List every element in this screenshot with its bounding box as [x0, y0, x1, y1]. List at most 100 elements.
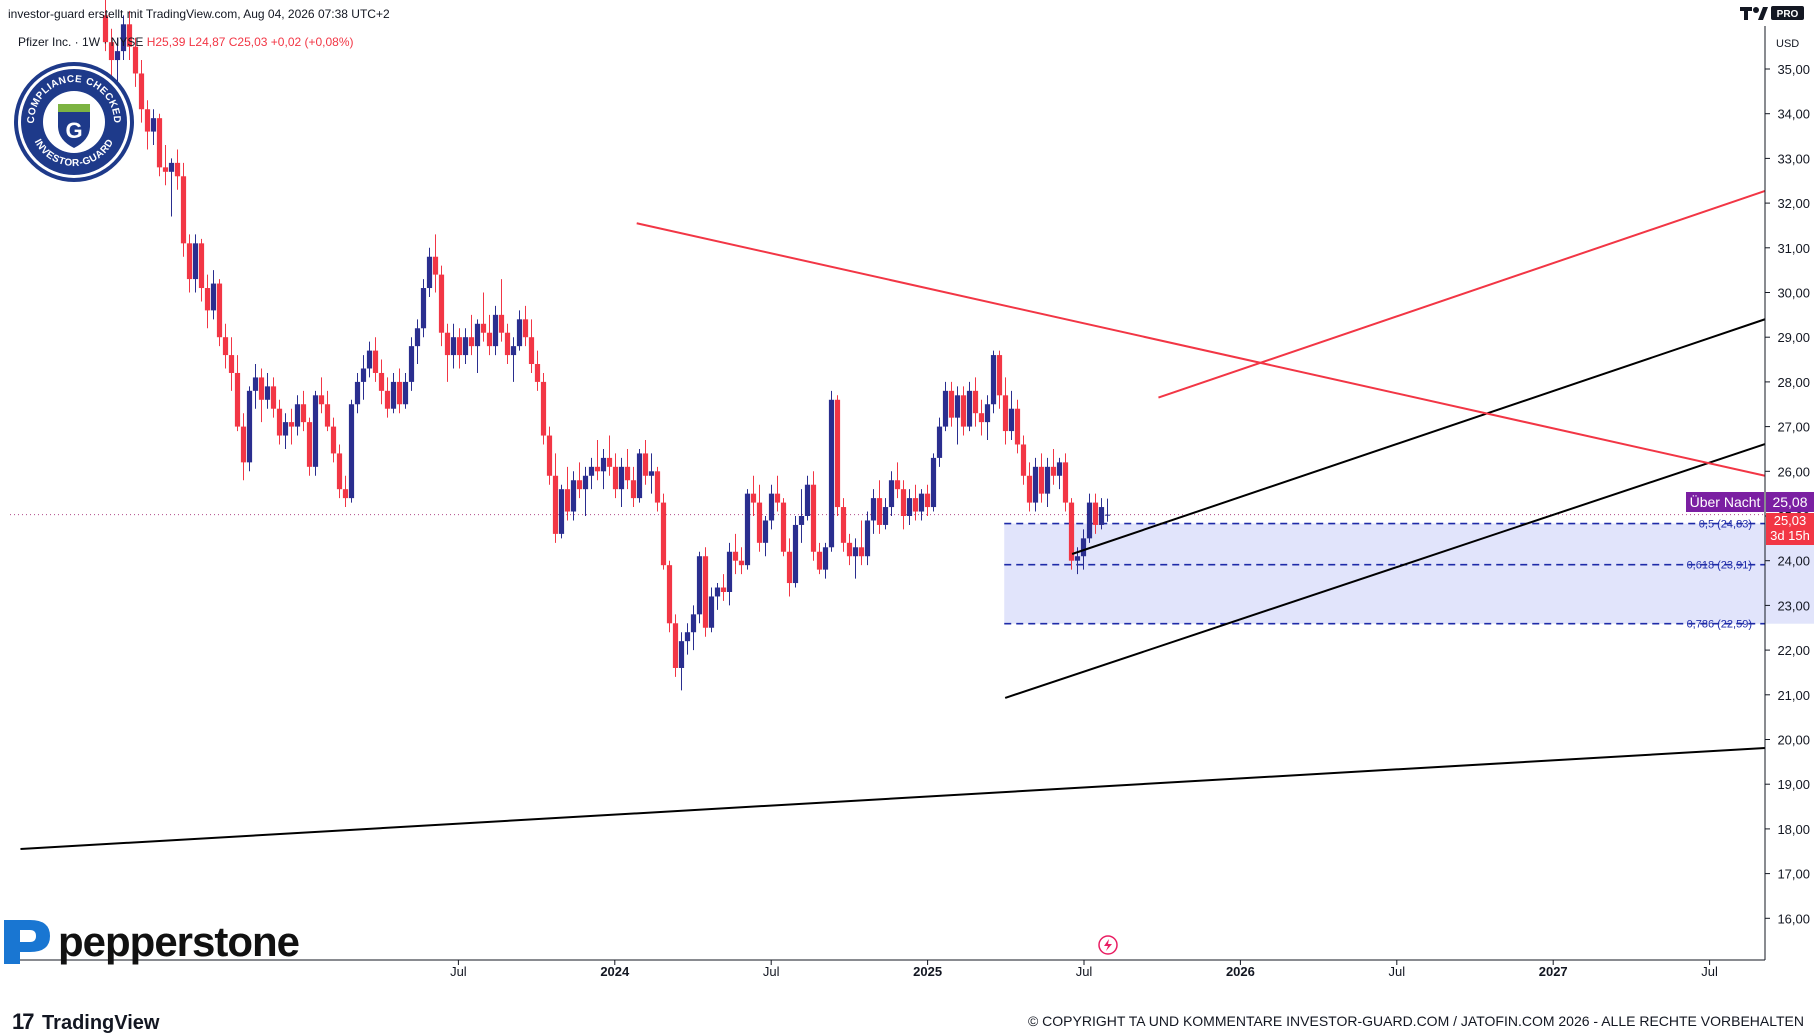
candle-body	[564, 489, 571, 512]
candle-body	[690, 614, 697, 633]
candle	[444, 323, 451, 382]
candle-body	[342, 489, 349, 499]
fib-level-label: 0,786 (22,59)	[1687, 619, 1752, 631]
candle-body	[858, 547, 865, 557]
candle-body	[960, 395, 967, 427]
candle-body	[414, 328, 421, 347]
last-price-tag: 25,03 3d 15h	[1766, 513, 1814, 545]
copyright-notice: © COPYRIGHT TA UND KOMMENTARE INVESTOR-G…	[1027, 1013, 1804, 1029]
candle-body	[600, 457, 607, 472]
candle	[360, 355, 367, 400]
candle	[162, 144, 169, 186]
candle-body	[1008, 408, 1015, 432]
currency-label[interactable]: USD	[1776, 38, 1800, 50]
candle	[210, 270, 217, 320]
candle	[396, 368, 403, 414]
price-tick-label: 31,00	[1777, 241, 1810, 256]
candle	[774, 475, 781, 512]
trendline	[636, 222, 1766, 477]
price-tick-label: 21,00	[1777, 688, 1810, 703]
candle-body	[732, 551, 739, 561]
ohlc-values: H25,39 L24,87 C25,03 +0,02 (+0,08%)	[146, 35, 354, 49]
candle-body	[408, 346, 415, 382]
candle-body	[996, 355, 1003, 396]
candle	[900, 480, 907, 530]
trendline	[1071, 318, 1766, 555]
candle	[450, 323, 457, 369]
candle	[708, 587, 715, 633]
candle-body	[1014, 408, 1021, 445]
price-tick-label: 29,00	[1777, 330, 1810, 345]
candle	[870, 489, 877, 534]
tradingview-mark-icon: 17	[12, 1009, 35, 1034]
candle-body	[696, 556, 703, 615]
candle-body	[138, 73, 145, 110]
trendline	[1158, 190, 1766, 399]
candle-body	[942, 390, 949, 427]
candle-body	[660, 502, 667, 566]
candle-body	[666, 565, 673, 624]
bolt-icon[interactable]	[1098, 935, 1118, 955]
candle	[612, 453, 619, 499]
candle	[510, 337, 517, 382]
candle	[750, 475, 757, 516]
candle-body	[834, 399, 841, 508]
candle	[1044, 457, 1051, 508]
candle	[780, 498, 787, 557]
candle	[816, 542, 823, 575]
candle	[1086, 493, 1093, 543]
candle	[588, 457, 595, 490]
candle-body	[432, 256, 439, 275]
price-tick-label: 19,00	[1777, 777, 1810, 792]
time-tick-label: Jul	[1076, 964, 1093, 979]
candle-body	[684, 632, 691, 642]
candle	[720, 574, 727, 601]
candle	[318, 377, 325, 414]
candle-body	[258, 377, 265, 400]
candle	[516, 310, 523, 351]
candle	[174, 149, 181, 190]
candle-body	[534, 364, 541, 382]
candle-body	[168, 162, 175, 172]
candle	[1050, 448, 1057, 485]
candle-body	[354, 381, 361, 405]
pepperstone-mark	[4, 920, 50, 964]
candle	[756, 484, 763, 552]
candle-body	[1092, 502, 1099, 525]
candle	[804, 475, 811, 521]
candle-body	[606, 457, 613, 467]
candle-body	[768, 493, 775, 521]
candle	[834, 395, 841, 516]
candle-body	[528, 337, 535, 365]
candle	[978, 399, 985, 436]
candle-body	[780, 502, 787, 552]
candle	[240, 413, 247, 481]
candle	[342, 475, 349, 508]
candle	[1056, 457, 1063, 490]
candle	[672, 614, 679, 677]
candle-body	[918, 493, 925, 512]
candle-body	[1104, 514, 1111, 516]
candle-body	[102, 15, 109, 43]
candle	[132, 37, 139, 87]
candle-body	[816, 551, 823, 570]
time-tick-label: 2026	[1226, 964, 1255, 979]
candle-body	[720, 587, 727, 592]
candle-body	[330, 426, 337, 454]
candle-body	[522, 319, 529, 338]
fibonacci-zone	[1004, 522, 1814, 625]
candle-body	[222, 337, 229, 356]
candle-body	[498, 314, 505, 333]
candle-body	[1038, 466, 1045, 494]
price-tick-label: 23,00	[1777, 598, 1810, 613]
candle-body	[906, 498, 913, 516]
candle	[546, 426, 553, 485]
candle	[432, 234, 439, 293]
price-chart[interactable]: 0,5 (24,83) 0,618 (23,91) 0,786 (22,59) 16…	[0, 0, 1814, 1003]
candle	[246, 386, 253, 472]
candle	[768, 484, 775, 530]
candle-body	[438, 274, 445, 333]
candle-body	[1020, 444, 1027, 476]
candle-body	[468, 337, 475, 347]
candle-body	[828, 399, 835, 548]
